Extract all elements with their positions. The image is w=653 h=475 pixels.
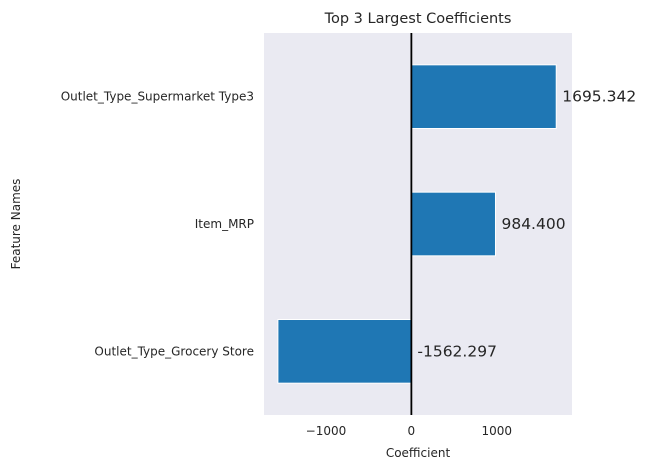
bar <box>410 191 496 257</box>
y-tick-label: Item_MRP <box>195 217 254 231</box>
bar <box>277 319 412 384</box>
y-tick-label: Outlet_Type_Supermarket Type3 <box>61 90 254 104</box>
x-tick-label: −1000 <box>306 424 347 438</box>
data-label: -1562.297 <box>417 342 497 360</box>
y-axis-label: Feature Names <box>9 179 23 270</box>
x-tick-label: 0 <box>408 424 416 438</box>
x-tick-label: 1000 <box>482 424 513 438</box>
x-axis-label: Coefficient <box>386 446 451 460</box>
data-label: 1695.342 <box>562 88 636 106</box>
y-tick-label: Outlet_Type_Grocery Store <box>94 344 254 358</box>
data-label: 984.400 <box>501 215 565 233</box>
bar <box>410 64 557 130</box>
chart-title: Top 3 Largest Coefficients <box>324 11 512 27</box>
